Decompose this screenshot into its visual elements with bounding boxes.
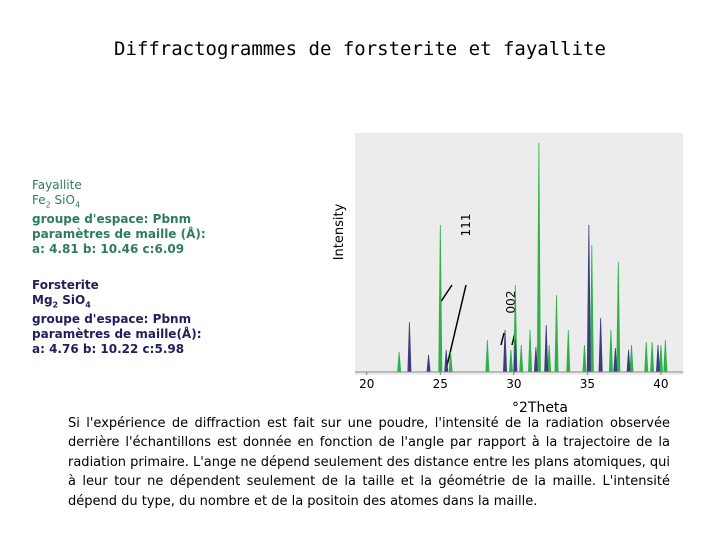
pointer-line (500, 332, 505, 346)
x-axis-label: °2Theta (512, 400, 568, 416)
y-axis-label: Intensity (332, 203, 347, 260)
params-label: paramètres de maille (Å): (32, 227, 206, 242)
x-tick-label: 25 (433, 377, 448, 391)
space-group: groupe d'espace: Pbnm (32, 212, 192, 227)
formula-sub: 4 (74, 200, 81, 210)
formula-sub: 4 (85, 300, 91, 310)
annotation: 111 (459, 214, 473, 237)
formula: Fe2 SiO4 (32, 193, 206, 212)
formula-part: SiO (58, 293, 86, 307)
paragraph: Si l'expérience de diffraction est fait … (68, 416, 670, 509)
formula-part: SiO (50, 193, 75, 207)
params: a: 4.76 b: 10.22 c:5.98 (32, 342, 185, 357)
x-tick-label: 40 (653, 377, 668, 391)
forsterite-info: Forsterite Mg2 SiO4 groupe d'espace: Pbn… (32, 278, 202, 357)
x-tick-label: 20 (359, 377, 374, 391)
formula: Mg2 SiO4 (32, 293, 202, 312)
pointer-line (445, 284, 467, 371)
x-tick-label: 35 (580, 377, 595, 391)
name: Forsterite (32, 278, 99, 292)
params: a: 4.81 b: 10.46 c:6.09 (32, 242, 185, 257)
formula-part: Fe (32, 193, 46, 207)
title: Diffractogrammes de forsterite et fayall… (114, 38, 606, 60)
x-tick-label: 30 (506, 377, 521, 391)
annotation: 002 (504, 291, 518, 314)
fayalite-info: Fayallite Fe2 SiO4 groupe d'espace: Pbnm… (32, 178, 206, 257)
params-label: paramètres de maille(Å): (32, 327, 202, 342)
space-group: groupe d'espace: Pbnm (32, 312, 192, 327)
name: Fayallite (32, 178, 82, 192)
formula-part: Mg (32, 293, 53, 307)
plot-bg (355, 133, 683, 375)
pointer-line (439, 284, 453, 304)
formula-sub: 2 (45, 200, 51, 210)
formula-sub: 2 (52, 300, 59, 310)
chart: Intensity 111 002 °2Theta 20 25 30 35 40 (332, 133, 683, 416)
